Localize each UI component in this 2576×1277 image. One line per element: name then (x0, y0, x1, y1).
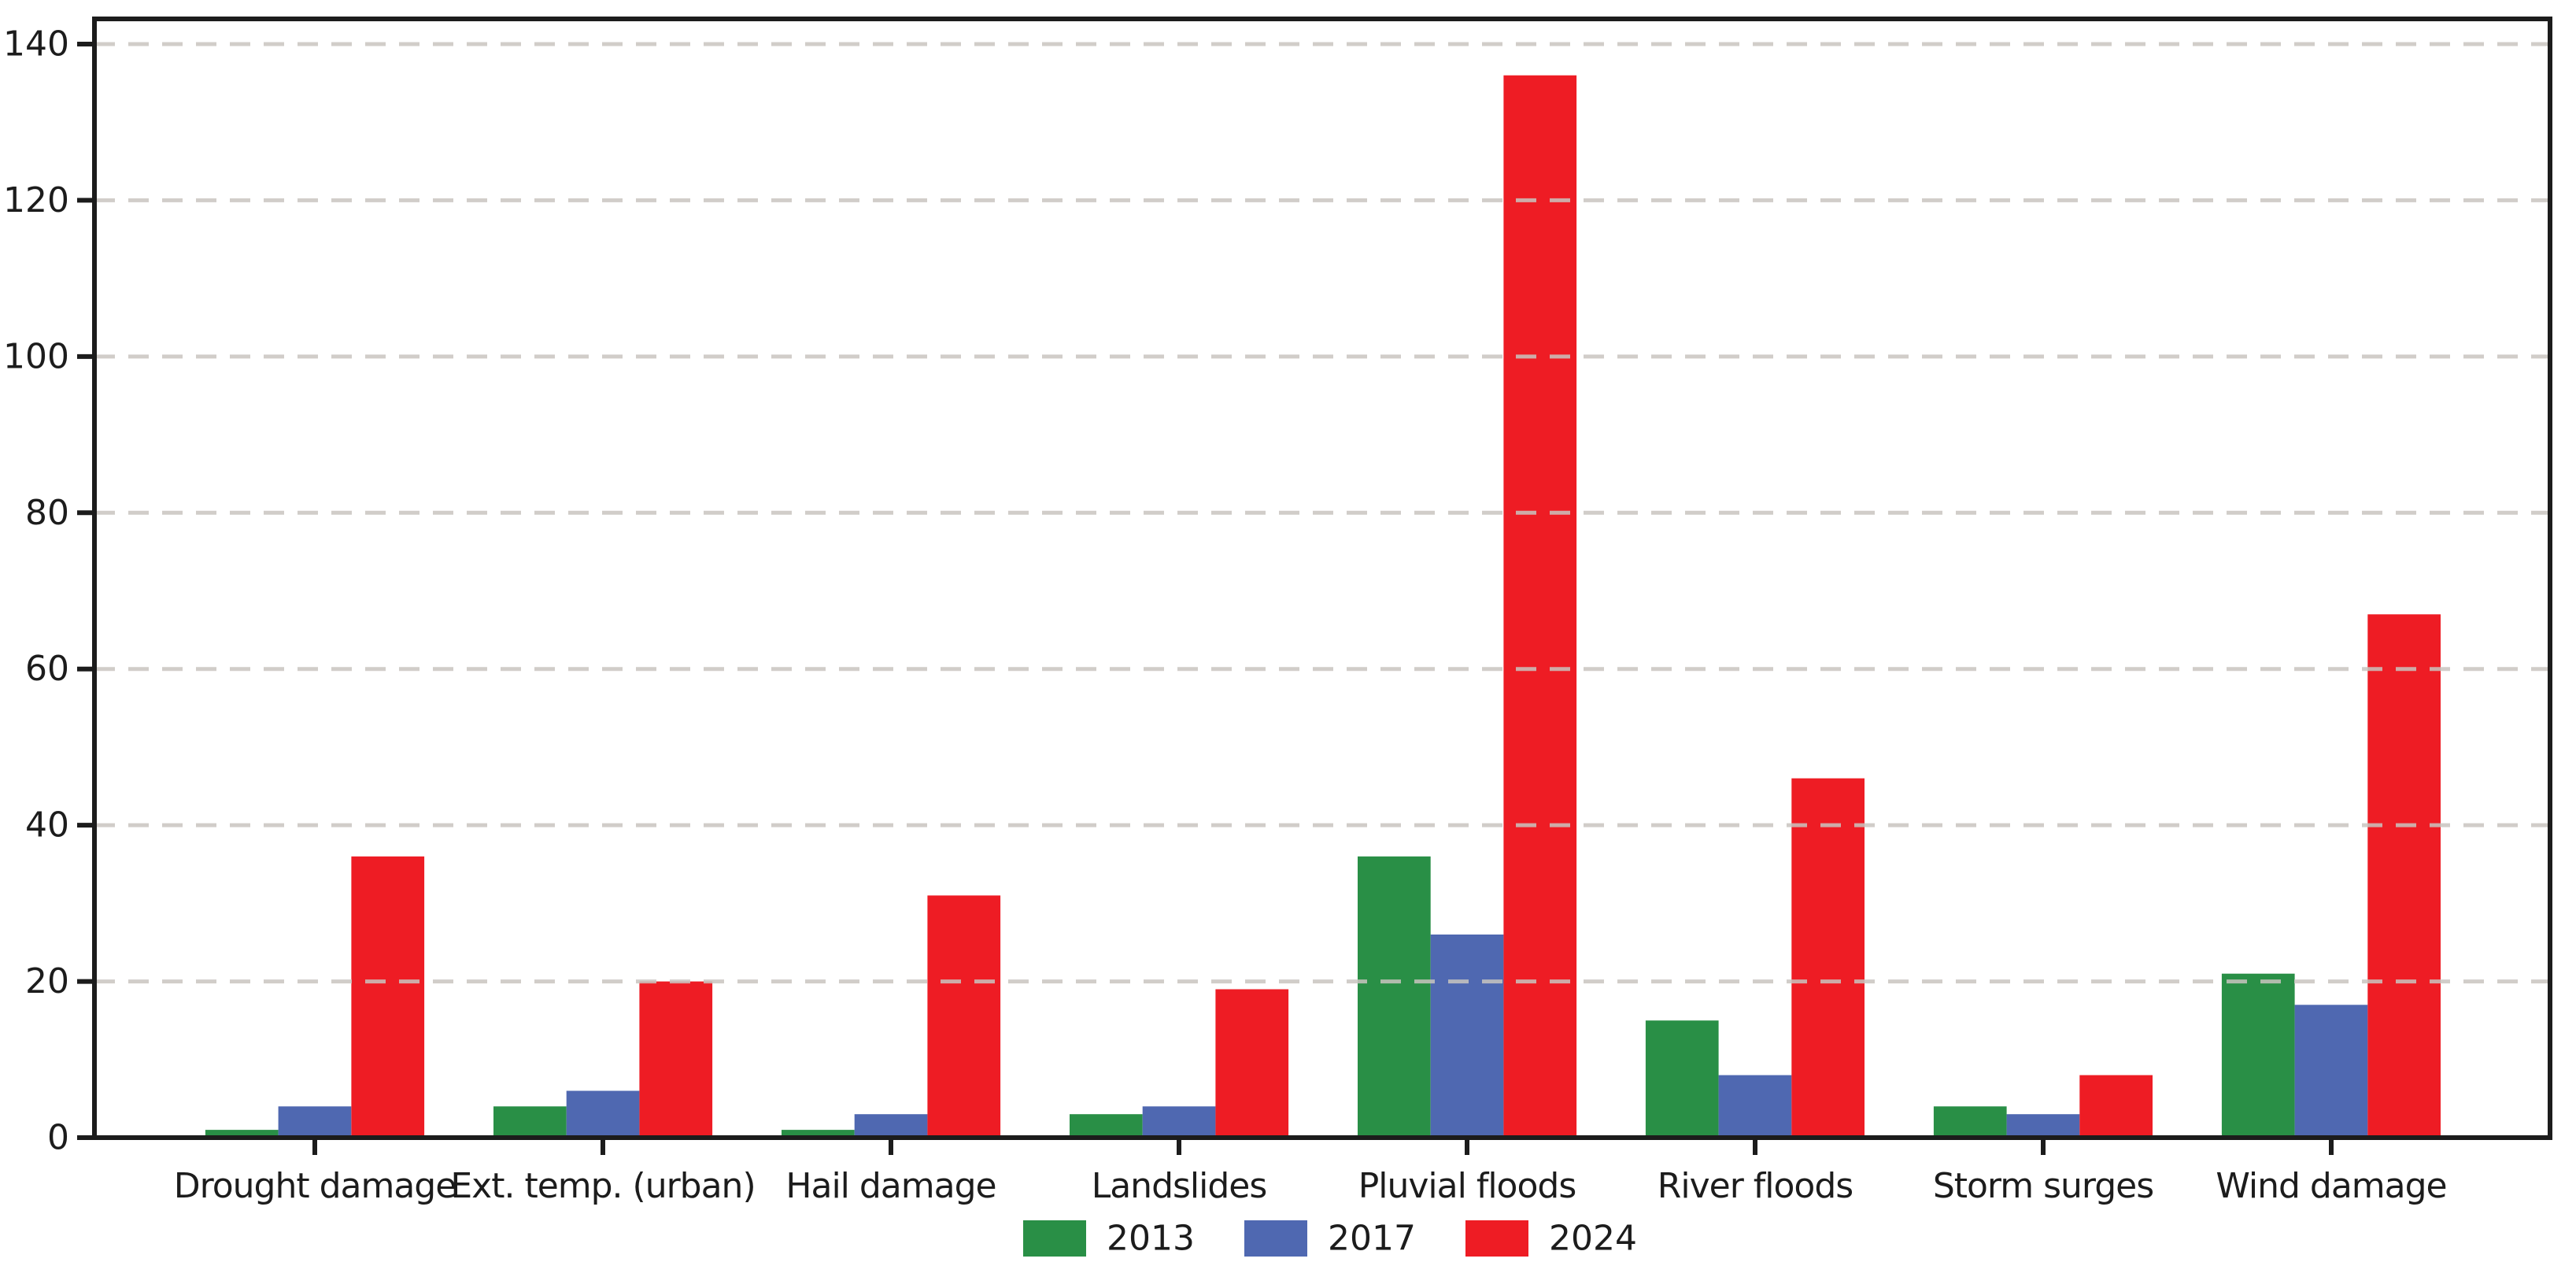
bar-2024 (1503, 75, 1577, 1138)
y-tick-label: 20 (25, 961, 69, 1001)
y-tick-label: 0 (47, 1118, 69, 1158)
bar-2013 (205, 1130, 279, 1138)
bar-2024 (639, 981, 713, 1138)
bar-2017 (2294, 1005, 2368, 1138)
bar-2013 (1070, 1114, 1143, 1138)
y-tick-label: 140 (3, 24, 69, 65)
x-category-label: Drought damage (174, 1166, 456, 1206)
y-tick-label: 40 (25, 805, 69, 846)
bar-2013 (1645, 1020, 1719, 1138)
legend-label: 2013 (1107, 1219, 1195, 1259)
y-tick-label: 120 (3, 180, 69, 220)
bar-2013 (2221, 973, 2295, 1138)
bar-2017 (854, 1114, 928, 1138)
y-tick-label: 60 (25, 649, 69, 689)
bar-2024 (2367, 614, 2441, 1138)
bar-2017 (1142, 1106, 1216, 1138)
bar-2017 (566, 1090, 640, 1138)
bar-2024 (2079, 1075, 2153, 1138)
bar-2024 (1215, 989, 1289, 1138)
x-category-label: Pluvial floods (1358, 1166, 1576, 1206)
legend-label: 2017 (1328, 1219, 1416, 1259)
bar-2013 (1358, 856, 1431, 1138)
bar-2024 (927, 895, 1001, 1138)
x-category-label: Ext. temp. (urban) (450, 1166, 755, 1206)
bar-2017 (1718, 1075, 1792, 1138)
x-category-label: River floods (1658, 1166, 1853, 1206)
x-category-label: Wind damage (2216, 1166, 2446, 1206)
bar-2017 (278, 1106, 352, 1138)
legend-label: 2024 (1549, 1219, 1637, 1259)
x-category-label: Landslides (1092, 1166, 1267, 1206)
bar-2013 (1933, 1106, 2007, 1138)
x-category-label: Hail damage (785, 1166, 996, 1206)
bar-2017 (2006, 1114, 2080, 1138)
bar-2017 (1430, 935, 1504, 1138)
x-category-label: Storm surges (1933, 1166, 2153, 1206)
bar-2024 (351, 856, 425, 1138)
y-tick-label: 100 (3, 336, 69, 376)
legend-swatch (1465, 1220, 1528, 1257)
y-tick-label: 80 (25, 493, 69, 533)
legend-swatch (1244, 1220, 1307, 1257)
bar-2013 (493, 1106, 567, 1138)
bar-2013 (782, 1130, 855, 1138)
plot-border (92, 17, 2552, 1140)
bar-2024 (1791, 778, 1865, 1138)
legend-swatch (1023, 1220, 1086, 1257)
